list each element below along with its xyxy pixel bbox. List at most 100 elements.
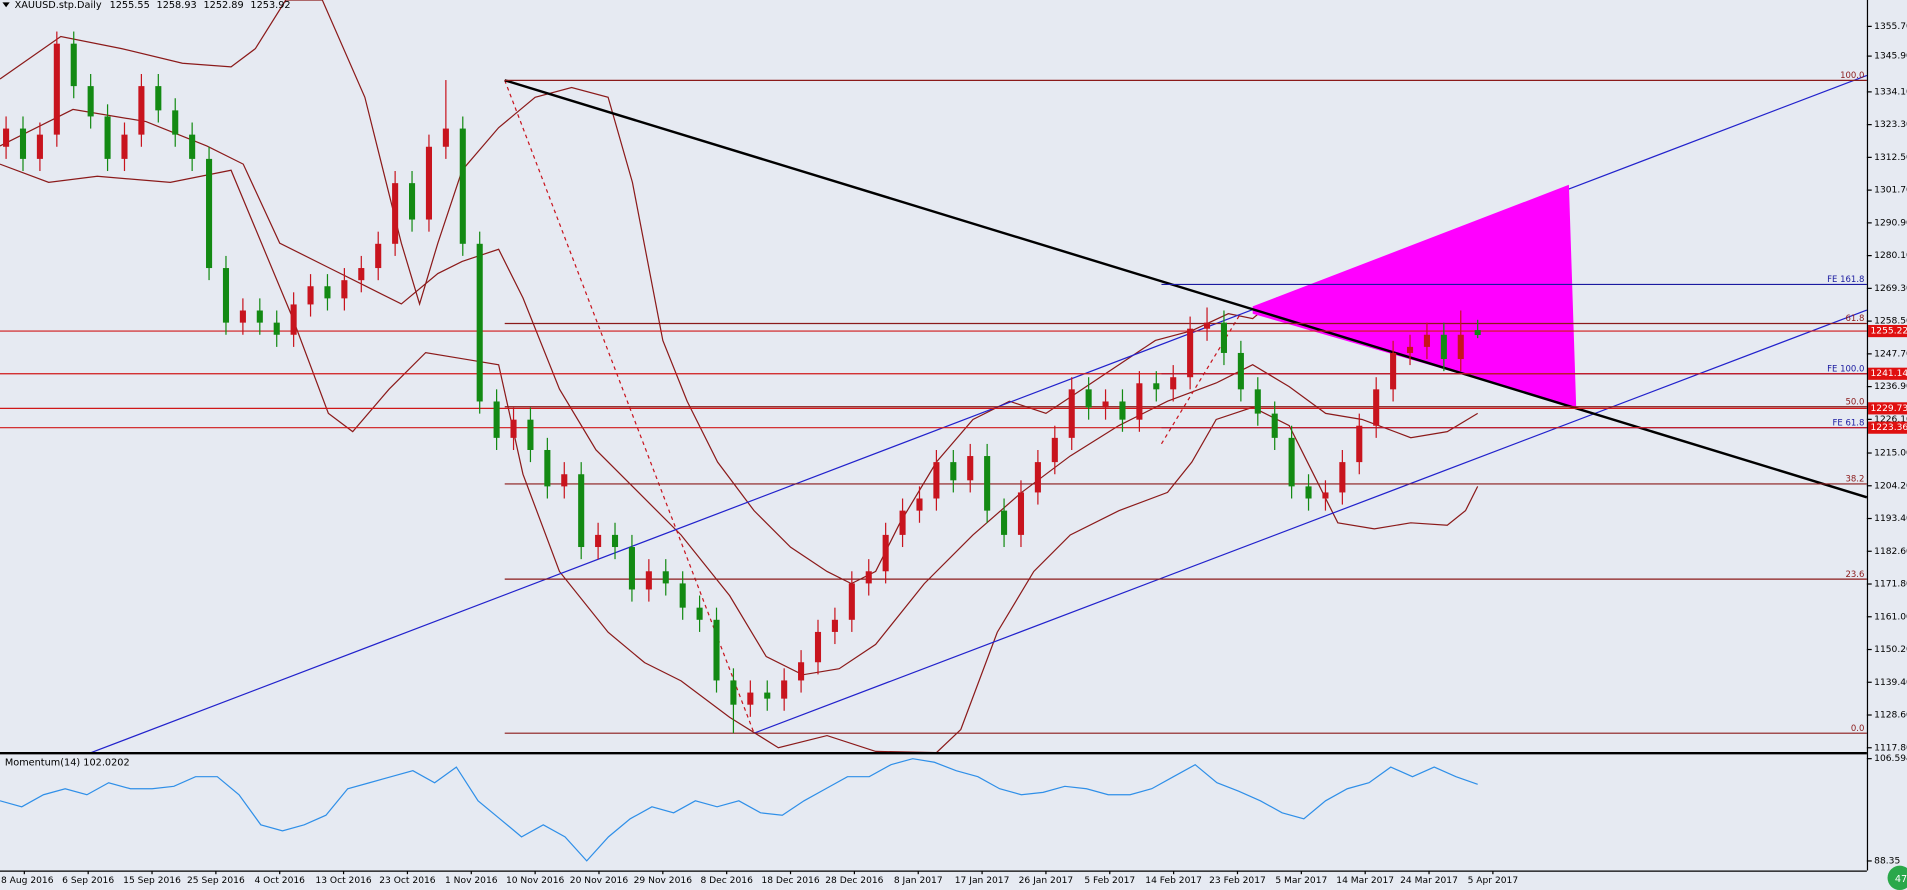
- price-tag: [1868, 402, 1907, 415]
- y-tick-label: 1247.70: [1874, 349, 1907, 359]
- candle-body: [1204, 322, 1211, 329]
- candle-body: [1119, 401, 1126, 420]
- candle-body: [713, 619, 720, 681]
- candle-body: [121, 134, 128, 159]
- candle-body: [239, 310, 246, 323]
- candle-body: [341, 280, 348, 299]
- candle-body: [730, 680, 737, 705]
- price-tag: [1868, 421, 1907, 434]
- x-tick-label: 25 Sep 2016: [187, 876, 245, 886]
- candle-body: [578, 474, 585, 548]
- fe-label: FE 100.0: [1827, 364, 1864, 374]
- candle-body: [950, 462, 957, 481]
- y-tick-label: 1269.30: [1874, 284, 1907, 294]
- y-tick-label: 1258.50: [1874, 317, 1907, 327]
- candle-body: [831, 619, 838, 632]
- candle-body: [510, 419, 517, 438]
- header-open: 1255.55: [110, 0, 150, 11]
- candle-body: [814, 631, 822, 663]
- candle-body: [1068, 389, 1075, 438]
- x-tick-label: 5 Apr 2017: [1468, 876, 1519, 886]
- menu-icon[interactable]: [2, 2, 10, 8]
- candle-body: [1406, 346, 1414, 353]
- candle-body: [628, 547, 635, 590]
- fib-label: 38.2: [1845, 475, 1864, 485]
- x-tick-label: 28 Dec 2016: [825, 876, 883, 886]
- candle-body: [87, 86, 94, 117]
- candle-body: [189, 134, 196, 159]
- badge-text[interactable]: 47: [1895, 874, 1907, 885]
- candle-body: [747, 692, 754, 705]
- candle-body: [1373, 389, 1380, 426]
- x-tick-label: 8 Dec 2016: [700, 876, 753, 886]
- y-tick-label: 1290.90: [1874, 218, 1907, 228]
- channel-lower: [753, 309, 1868, 734]
- momentum-label: Momentum(14) 102.0202: [5, 757, 130, 768]
- candle-body: [1271, 413, 1278, 438]
- candle-body: [1254, 389, 1261, 414]
- candle-body: [1187, 328, 1194, 378]
- candle-body: [222, 268, 230, 323]
- x-tick-label: 13 Oct 2016: [315, 876, 372, 886]
- x-tick-label: 24 Mar 2017: [1400, 876, 1458, 886]
- candle-body: [798, 662, 805, 681]
- x-tick-label: 6 Sep 2016: [62, 876, 114, 886]
- price-tag-label: 1241.14: [1871, 369, 1907, 379]
- y-tick-label: 1215.00: [1874, 449, 1907, 459]
- y-tick-label: 1301.70: [1874, 186, 1907, 196]
- x-tick-label: 10 Nov 2016: [506, 876, 565, 886]
- header-close: 1253.92: [250, 0, 290, 11]
- candle-body: [392, 183, 399, 244]
- candle-body: [1220, 322, 1227, 353]
- candle-body: [984, 456, 991, 511]
- candle-body: [1153, 383, 1160, 390]
- candle-body: [1001, 510, 1008, 535]
- fib-label: 61.8: [1845, 314, 1864, 324]
- candle-body: [358, 268, 365, 281]
- candle-body: [1356, 425, 1363, 463]
- candle-body: [1237, 352, 1244, 390]
- channel-upper: [90, 74, 1868, 754]
- candle-body: [290, 304, 297, 335]
- bollinger-middle: [0, 108, 1478, 676]
- momentum-line: [0, 758, 1478, 862]
- candle-body: [425, 146, 432, 220]
- y-tick-label: 1345.90: [1874, 52, 1907, 62]
- header-high: 1258.93: [157, 0, 197, 11]
- candle-body: [19, 128, 27, 159]
- y-tick-label: 1323.30: [1874, 120, 1907, 130]
- x-tick-label: 26 Jan 2017: [1019, 876, 1074, 886]
- candle-body: [1136, 383, 1143, 420]
- x-tick-label: 1 Nov 2016: [445, 876, 498, 886]
- price-tag: [1868, 367, 1907, 380]
- candle-body: [307, 286, 314, 305]
- y-tick-label: 1236.90: [1874, 382, 1907, 392]
- candle-body: [172, 110, 179, 135]
- x-tick-label: 18 Dec 2016: [761, 876, 819, 886]
- candle-body: [865, 571, 872, 584]
- candle-body: [155, 86, 162, 111]
- y-tick-label: 1334.10: [1874, 87, 1907, 97]
- candle-body: [1457, 334, 1464, 360]
- x-tick-label: 17 Jan 2017: [955, 876, 1010, 886]
- momentum-tick-label: 88.35: [1874, 856, 1900, 866]
- x-tick-label: 15 Sep 2016: [123, 876, 181, 886]
- candle-body: [1170, 377, 1177, 390]
- candle-body: [3, 128, 10, 147]
- candle-body: [882, 534, 889, 572]
- drawings: [0, 0, 1868, 754]
- candle-body: [679, 583, 686, 608]
- x-tick-label: 20 Nov 2016: [570, 876, 629, 886]
- y-tick-label: 1171.80: [1874, 580, 1907, 590]
- candle-body: [1440, 334, 1447, 360]
- candle-body: [476, 243, 483, 402]
- candle-body: [561, 474, 568, 487]
- candle-body: [324, 286, 331, 299]
- y-tick-label: 1117.80: [1874, 743, 1907, 753]
- fe-label: FE 61.8: [1833, 418, 1865, 428]
- badge[interactable]: [1887, 865, 1907, 890]
- fib-label: 23.6: [1845, 570, 1864, 580]
- candle-body: [696, 607, 703, 620]
